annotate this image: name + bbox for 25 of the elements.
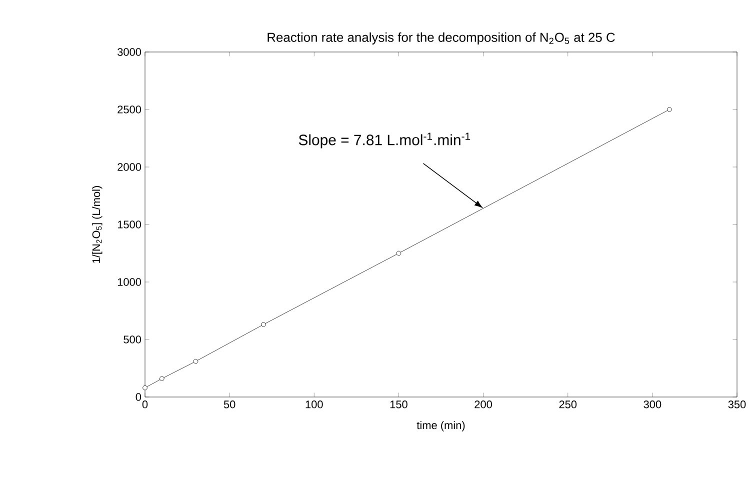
x-tick-label: 350 <box>728 400 746 408</box>
x-tick-label: 50 <box>224 400 236 408</box>
point <box>160 376 164 381</box>
x-tick-label: 250 <box>559 400 577 408</box>
x-tick-label: 150 <box>390 400 408 408</box>
point <box>142 385 148 390</box>
annotation: Slope = 7.81 L.mol$^{-1}$.min$^{-1}$ <box>298 132 470 148</box>
point <box>193 358 198 364</box>
x-tick-label: 100 <box>306 400 323 408</box>
x-tick-label: 0 <box>142 400 148 408</box>
point <box>666 107 672 112</box>
y-tick-label: 2500 <box>118 106 142 114</box>
x-axis-title: time (min) <box>416 421 465 432</box>
y-axis-title: 1/[N$_{2}$O$_{5}$] (L/mol) <box>92 186 102 263</box>
y-tick-label: 500 <box>124 336 142 344</box>
y-tick-label: 1000 <box>118 278 142 286</box>
point <box>261 322 266 327</box>
x-tick-label: 300 <box>644 400 662 408</box>
chart-title: Reaction rate analysis for the decomposition of N$_{2}$O$_{5}$ at 25 C <box>268 32 615 44</box>
y-tick-label: 3000 <box>118 48 142 56</box>
point <box>396 250 402 256</box>
y-tick-label: 1500 <box>118 220 142 228</box>
y-tick-label: 2000 <box>118 163 142 171</box>
x-tick-label: 200 <box>474 400 492 408</box>
y-tick-label: 0 <box>136 393 142 401</box>
